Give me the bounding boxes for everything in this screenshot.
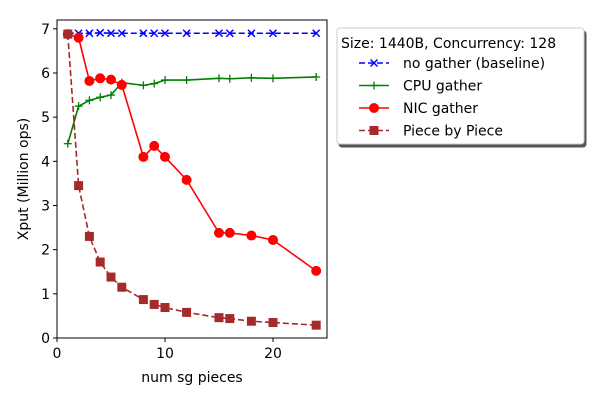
data-point-1-1 xyxy=(74,102,83,111)
data-point-2-14 xyxy=(311,265,322,276)
x-tick-label-0: 0 xyxy=(53,346,62,362)
data-point-2-6 xyxy=(138,151,149,162)
data-point-2-5 xyxy=(116,79,127,90)
data-point-1-14 xyxy=(312,72,321,81)
data-point-0-13 xyxy=(268,29,278,38)
legend-box xyxy=(336,27,585,145)
data-point-3-8 xyxy=(160,303,170,313)
series-2 xyxy=(62,29,322,276)
data-point-3-10 xyxy=(214,313,224,323)
data-point-1-6 xyxy=(139,81,148,90)
series-0 xyxy=(63,28,321,38)
data-point-3-2 xyxy=(84,231,94,241)
data-point-3-3 xyxy=(95,257,105,267)
data-point-2-8 xyxy=(160,151,170,162)
data-point-0-4 xyxy=(106,29,116,38)
data-point-1-3 xyxy=(96,93,105,102)
y-tick-label-2: 2 xyxy=(41,243,50,259)
data-point-3-5 xyxy=(117,282,127,292)
data-point-0-12 xyxy=(247,29,256,38)
legend-items: no gather (baseline) CPU gather NIC gather… xyxy=(359,56,545,140)
data-point-1-0 xyxy=(63,139,72,148)
legend-marker-2 xyxy=(369,103,379,113)
data-point-3-4 xyxy=(106,272,116,282)
series-line-1 xyxy=(67,76,317,144)
y-tick-label-5: 5 xyxy=(41,110,50,126)
legend-label-1: CPU gather xyxy=(403,79,482,95)
data-point-0-11 xyxy=(225,29,234,38)
y-tick-label-0: 0 xyxy=(41,331,50,347)
legend-marker-3 xyxy=(369,126,379,135)
data-point-1-12 xyxy=(247,73,256,82)
y-axis-label: Xput (Million ops) xyxy=(16,118,32,241)
y-tick-label-6: 6 xyxy=(41,66,50,82)
data-point-3-0 xyxy=(63,29,73,39)
x-tick-label-2: 20 xyxy=(264,346,282,362)
plot-frame xyxy=(56,19,328,339)
data-point-2-7 xyxy=(149,140,160,151)
data-point-0-8 xyxy=(160,29,170,38)
data-point-2-9 xyxy=(181,174,192,185)
data-point-2-1 xyxy=(73,32,84,43)
y-tick-label-7: 7 xyxy=(41,22,50,38)
legend-label-2: NIC gather xyxy=(403,101,478,117)
data-point-3-13 xyxy=(268,318,278,328)
legend-marker-0 xyxy=(369,58,379,68)
data-point-1-13 xyxy=(269,74,277,83)
data-point-2-4 xyxy=(106,74,116,85)
x-axis-label: num sg pieces xyxy=(141,370,242,386)
data-point-1-10 xyxy=(215,74,223,83)
legend-marker-1 xyxy=(370,81,378,90)
data-point-2-11 xyxy=(224,227,235,238)
data-point-3-14 xyxy=(311,320,321,330)
y-tick-label-1: 1 xyxy=(41,287,50,303)
data-point-0-9 xyxy=(182,29,191,38)
legend-title: Size: 1440B, Concurrency: 128 xyxy=(341,36,556,52)
data-point-2-13 xyxy=(268,234,278,245)
data-point-0-2 xyxy=(85,29,94,38)
data-point-2-12 xyxy=(246,230,257,241)
data-point-1-9 xyxy=(182,76,191,85)
data-point-1-2 xyxy=(85,96,94,105)
y-tick-label-4: 4 xyxy=(41,154,50,170)
legend-label-0: no gather (baseline) xyxy=(403,56,545,72)
y-tick-label-3: 3 xyxy=(41,199,50,215)
data-point-3-9 xyxy=(182,307,192,317)
axes: 0 10 20 0 1 2 3 4 5 6 7 xyxy=(41,19,328,362)
series-1 xyxy=(63,72,321,148)
data-point-3-7 xyxy=(149,299,159,309)
data-point-3-11 xyxy=(225,314,235,324)
data-point-1-11 xyxy=(225,74,234,83)
series-line-2 xyxy=(67,33,317,272)
data-point-0-10 xyxy=(214,29,224,38)
data-point-0-5 xyxy=(117,29,126,38)
data-point-1-4 xyxy=(107,91,115,100)
data-point-0-7 xyxy=(150,29,159,38)
data-point-3-6 xyxy=(138,295,148,305)
data-point-0-3 xyxy=(96,28,105,37)
plot-area xyxy=(62,28,322,330)
data-point-2-2 xyxy=(84,75,95,86)
data-point-2-10 xyxy=(214,227,224,238)
data-point-0-6 xyxy=(139,29,148,38)
legend: Size: 1440B, Concurrency: 128 no gather … xyxy=(336,27,585,145)
data-point-3-12 xyxy=(246,316,256,326)
data-point-1-8 xyxy=(161,76,169,85)
data-point-0-14 xyxy=(312,29,321,38)
x-tick-label-1: 10 xyxy=(156,346,174,362)
series-3 xyxy=(63,29,321,330)
data-point-3-1 xyxy=(74,181,84,191)
data-point-1-7 xyxy=(150,79,159,88)
data-point-2-3 xyxy=(95,73,106,84)
legend-label-3: Piece by Piece xyxy=(403,124,503,140)
